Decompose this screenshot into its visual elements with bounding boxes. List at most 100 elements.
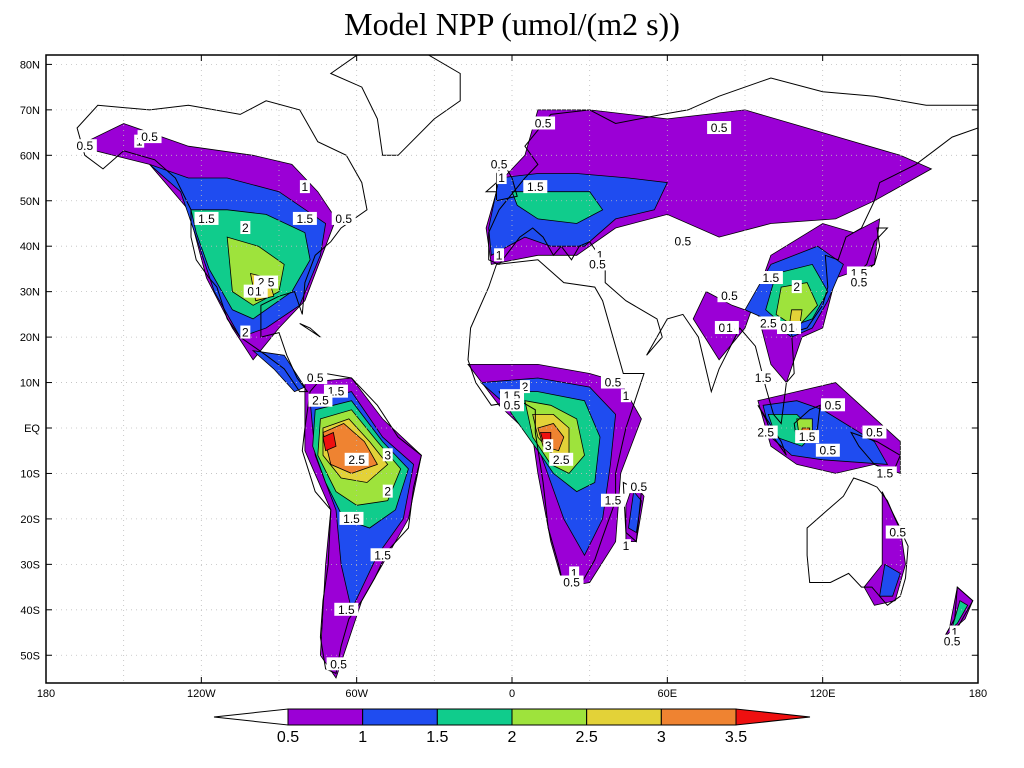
contour-label: 3 (384, 448, 391, 462)
npp-region (322, 431, 337, 452)
contour-label: 0.5 (631, 480, 648, 494)
contour-label-bg (382, 484, 393, 498)
lat-tick-label: 30N (20, 287, 40, 299)
contour-label-bg (940, 634, 965, 648)
colorbar-box (436, 708, 513, 726)
graticule (46, 55, 978, 683)
contour-label-bg (543, 439, 554, 453)
lat-tick-label: EQ (24, 423, 40, 435)
colorbar-box (660, 708, 737, 726)
lon-tick-label: 180 (969, 688, 987, 700)
colorbar-level-label: 3.5 (725, 729, 747, 746)
contour-label: 1.5 (755, 371, 772, 385)
coastline (806, 477, 909, 606)
contour-label-bg (862, 425, 887, 439)
contour-label: 1 (726, 321, 733, 335)
contour-label-bg (569, 566, 580, 580)
contour-label-bg (949, 625, 960, 639)
contour-label: 0.5 (889, 526, 906, 540)
contour-label-bg (559, 575, 584, 589)
contour-label: 0.5 (605, 376, 622, 390)
lat-tick-label: 20S (20, 514, 40, 526)
contour-label: 0.5 (535, 116, 552, 130)
contour-label: 1.5 (338, 603, 355, 617)
contour-label-bg (885, 525, 910, 539)
contour-label: 2 (242, 221, 249, 235)
contour-label: 1 (496, 248, 503, 262)
contour-label: 0.5 (504, 398, 521, 412)
contour-label: 1 (571, 566, 578, 580)
contour-label: 1 (788, 321, 795, 335)
contour-label: 1.5 (799, 430, 816, 444)
colorbar-box (511, 708, 588, 726)
contour-label: 1 (498, 171, 505, 185)
lat-tick-label: 60N (20, 150, 40, 162)
contour-label: 1.5 (763, 271, 780, 285)
coastline (299, 323, 321, 338)
lat-tick-label: 40N (20, 241, 40, 253)
colorbar-under-triangle (213, 708, 289, 726)
contour-label: 1.5 (876, 466, 893, 480)
colorbar-box (362, 708, 438, 726)
colorbar-level-label: 3 (657, 729, 666, 746)
contour-label-bg (549, 452, 574, 466)
contour-label-bg (253, 284, 264, 298)
npp-region (879, 563, 901, 597)
contour-label-bg (496, 171, 507, 185)
contour-label-bg (523, 180, 548, 194)
contour-label: 1.5 (198, 212, 215, 226)
contour-label-bg (500, 398, 524, 412)
contour-label: 0.5 (820, 444, 837, 458)
contour-label: 0.5 (944, 635, 961, 649)
lat-tick-label: 50N (20, 196, 40, 208)
map-title: Model NPP (umol/(m2 s)) (344, 6, 680, 42)
colorbar-level-label: 2 (508, 729, 517, 746)
colorbar-box (586, 708, 662, 726)
contour-label-bg (846, 275, 871, 289)
contour-label-bg (519, 380, 530, 394)
contour-label-bg (303, 371, 328, 385)
contour-label-bg (786, 321, 797, 335)
colorbar-level-label: 0.5 (277, 729, 299, 746)
contour-label: 0.5 (589, 257, 606, 271)
contour-label: 0.5 (711, 121, 728, 135)
contour-label-bg (585, 257, 610, 271)
contour-label-bg (751, 371, 776, 385)
contour-label-layer: 0.510.511.521.50.52.50.5120.50.50.511.50… (72, 116, 965, 671)
contour-label-bg (72, 139, 97, 153)
contour-label: 1.5 (374, 548, 391, 562)
contour-label-bg (795, 430, 820, 444)
contour-label: 1 (597, 248, 604, 262)
contour-label-bg (626, 480, 651, 494)
contour-label: 0.5 (76, 139, 93, 153)
contour-label: 0.5 (307, 371, 324, 385)
lon-tick-label: 0 (509, 688, 515, 700)
coastline (484, 181, 497, 193)
lon-tick-label: 120E (810, 688, 836, 700)
contour-label: 0.5 (330, 657, 347, 671)
npp-region (775, 282, 818, 329)
contour-label: 0.5 (141, 130, 158, 144)
contour-label-bg (717, 289, 742, 303)
contour-label: 3 (545, 439, 552, 453)
contour-label: 0.5 (866, 426, 883, 440)
colorbar-level-label: 2.5 (576, 729, 598, 746)
contour-label-bg (724, 321, 735, 335)
lat-tick-label: 80N (20, 59, 40, 71)
lat-tick-label: 10N (20, 378, 40, 390)
contour-label: 1 (951, 626, 958, 640)
lat-tick-label: 20N (20, 332, 40, 344)
coastline (496, 163, 518, 202)
longitude-axis: 180 120W 60W 0 60E 120E 180 (37, 55, 987, 700)
latitude-axis: 80N 70N 60N 50N 40N 30N 20N 10N EQ 10S 20S 30S 40S 50… (20, 59, 978, 662)
contour-label-bg (872, 466, 897, 480)
contour-label: 2.5 (553, 453, 570, 467)
contour-label: 1.5 (343, 512, 360, 526)
contour-label: 1 (255, 285, 262, 299)
contour-label-bg (299, 180, 310, 194)
lat-tick-label: 40S (20, 605, 40, 617)
npp-region (511, 191, 604, 224)
contour-label-bg (791, 280, 802, 294)
coastline (76, 100, 368, 393)
contour-label: 2 (242, 326, 249, 340)
